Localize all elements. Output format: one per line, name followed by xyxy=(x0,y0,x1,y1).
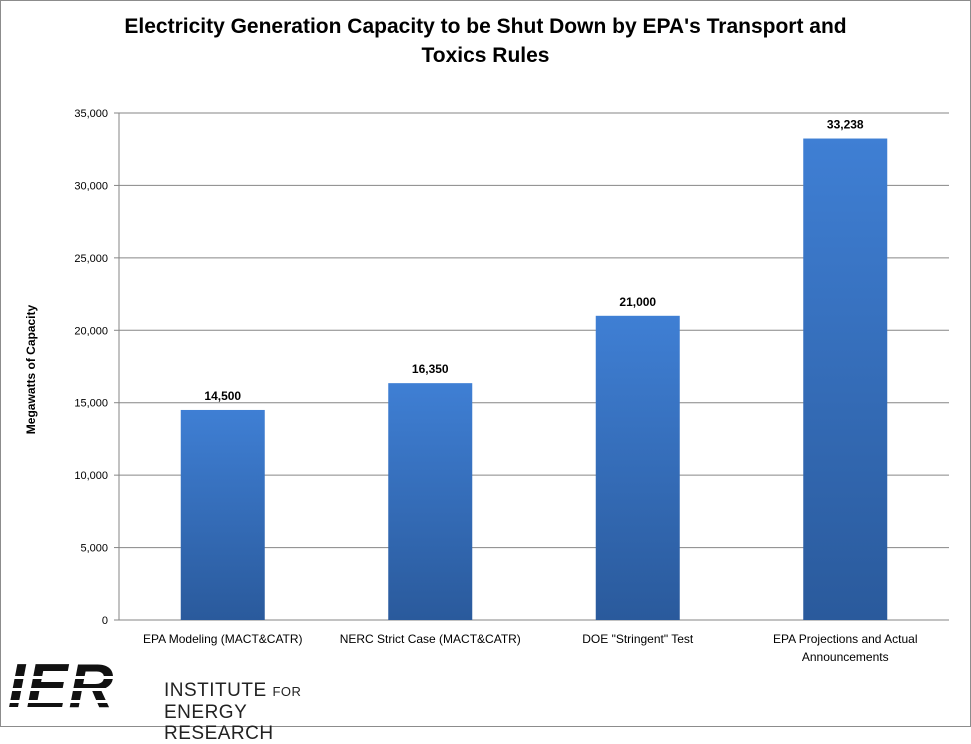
y-tick-label: 0 xyxy=(102,615,108,627)
chart-title-line-1: Electricity Generation Capacity to be Sh… xyxy=(124,15,847,38)
y-tick-label: 5,000 xyxy=(80,543,108,555)
y-tick-label: 20,000 xyxy=(74,325,108,337)
labels: 0 5,000 10,000 15,000 20,000 25,000 30,000 35,0… xyxy=(24,108,918,664)
bars xyxy=(180,138,888,620)
ier-logo-letters: IER xyxy=(8,652,115,721)
bar-value-label: 16,350 xyxy=(412,362,449,376)
logo-stripes-icon xyxy=(8,676,158,703)
y-tick-label: 30,000 xyxy=(74,180,108,192)
y-axis-label: Megawatts of Capacity xyxy=(24,304,38,434)
y-tick-label: 10,000 xyxy=(74,470,108,482)
y-tick-label: 15,000 xyxy=(74,398,108,410)
chart-title: Electricity Generation Capacity to be Sh… xyxy=(0,12,971,70)
chart-title-line-2: Toxics Rules xyxy=(421,44,550,67)
logo-name-for: FOR xyxy=(272,684,302,699)
y-tick-label: 35,000 xyxy=(74,108,108,120)
bar-value-label: 33,238 xyxy=(827,118,864,132)
x-category-label: EPA Projections and Actual xyxy=(773,632,918,646)
x-category-label: Announcements xyxy=(802,650,889,664)
ier-logo-name: INSTITUTE FOR ENERGY RESEARCH xyxy=(164,680,348,744)
x-category-label: NERC Strict Case (MACT&CATR) xyxy=(340,632,521,646)
logo-name-institute: INSTITUTE xyxy=(164,680,267,701)
ier-logo: IER INSTITUTE FOR ENERGY RESEARCH xyxy=(8,654,348,744)
bar xyxy=(180,409,265,620)
bar xyxy=(595,315,680,620)
logo-name-energy-research: ENERGY RESEARCH xyxy=(164,702,274,744)
bar-chart: 0 5,000 10,000 15,000 20,000 25,000 30,000 35,0… xyxy=(24,108,949,664)
bar-value-label: 21,000 xyxy=(619,295,656,309)
y-tick-label: 25,000 xyxy=(74,253,108,265)
bar xyxy=(803,138,888,620)
bar-value-label: 14,500 xyxy=(204,389,241,403)
bar xyxy=(388,383,473,620)
x-category-label: DOE "Stringent" Test xyxy=(582,632,694,646)
x-category-label: EPA Modeling (MACT&CATR) xyxy=(143,632,303,646)
